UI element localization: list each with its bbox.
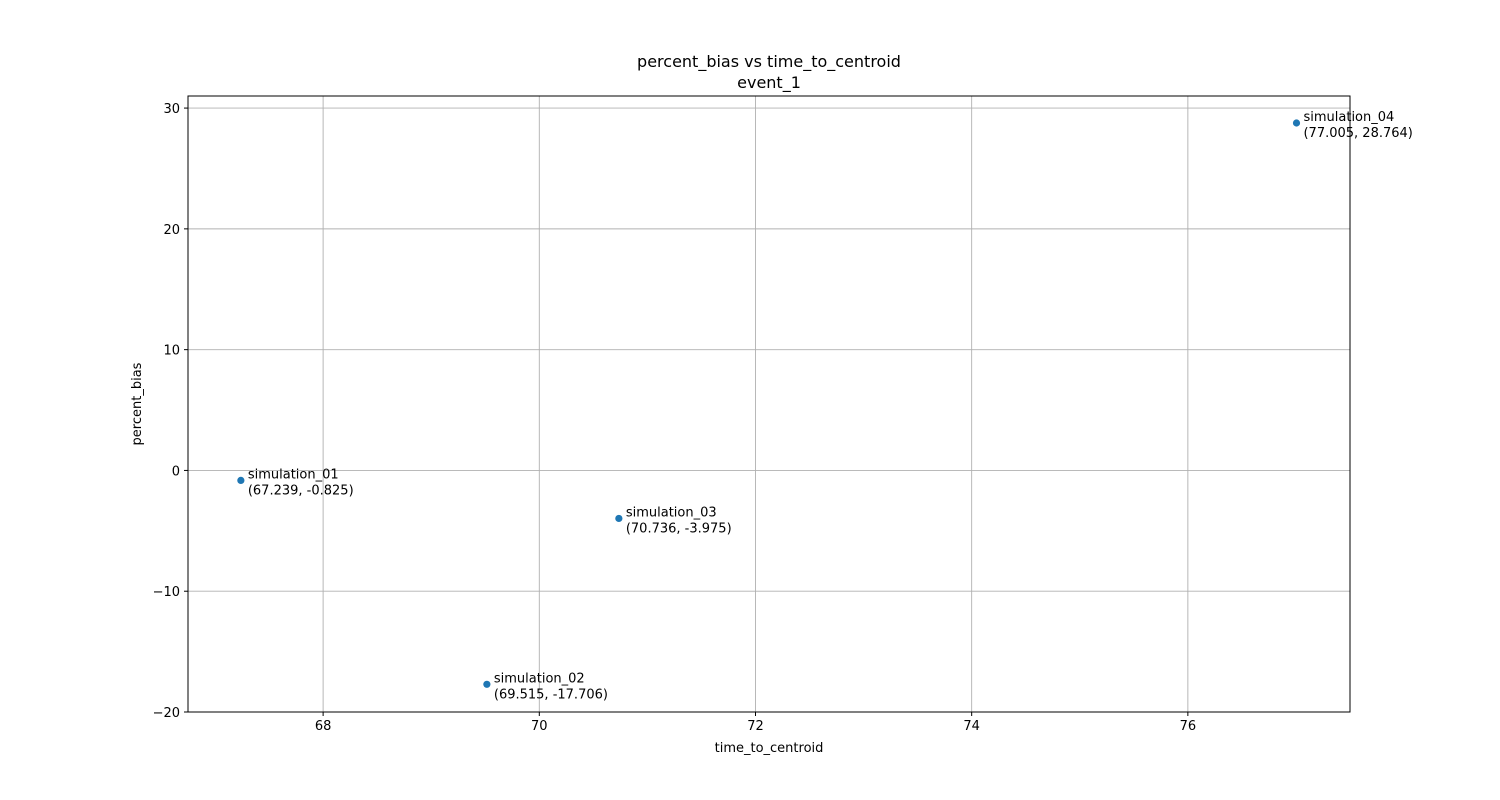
x-tick-label: 68	[315, 719, 332, 734]
y-tick-label: −10	[153, 585, 180, 600]
x-axis-label: time_to_centroid	[715, 741, 824, 756]
grid-lines	[188, 96, 1350, 713]
x-tick-label: 76	[1180, 719, 1197, 734]
y-tick-label: 30	[163, 102, 180, 117]
point-name-label: simulation_03	[626, 505, 717, 520]
chart-title: percent_bias vs time_to_centroid	[637, 52, 901, 72]
y-tick-label: 10	[163, 344, 180, 359]
point-name-label: simulation_04	[1303, 110, 1394, 125]
point-coord-label: (70.736, -3.975)	[626, 521, 732, 536]
chart-subtitle: event_1	[737, 73, 801, 93]
data-points: simulation_01(67.239, -0.825) simulation_…	[237, 110, 1413, 702]
y-tick-label: −20	[153, 706, 180, 721]
y-axis-label: percent_bias	[130, 362, 145, 445]
plot-frame	[187, 95, 1351, 713]
point-coord-label: (67.239, -0.825)	[248, 483, 354, 498]
x-tick-label: 70	[531, 719, 548, 734]
data-point	[1292, 119, 1301, 127]
data-point	[483, 680, 491, 688]
axis-ticks: 68 70 72 74 76 −20 −10 0 10 20 30	[153, 102, 1197, 734]
x-tick-label: 74	[963, 719, 980, 734]
x-tick-label: 72	[747, 719, 764, 734]
point-name-label: simulation_01	[248, 467, 339, 482]
data-point	[237, 476, 245, 484]
point-coord-label: (69.515, -17.706)	[494, 687, 608, 702]
data-point	[615, 514, 623, 523]
point-coord-label: (77.005, 28.764)	[1303, 126, 1412, 141]
y-tick-label: 20	[163, 223, 180, 238]
y-tick-label: 0	[172, 464, 180, 479]
point-name-label: simulation_02	[494, 671, 585, 686]
